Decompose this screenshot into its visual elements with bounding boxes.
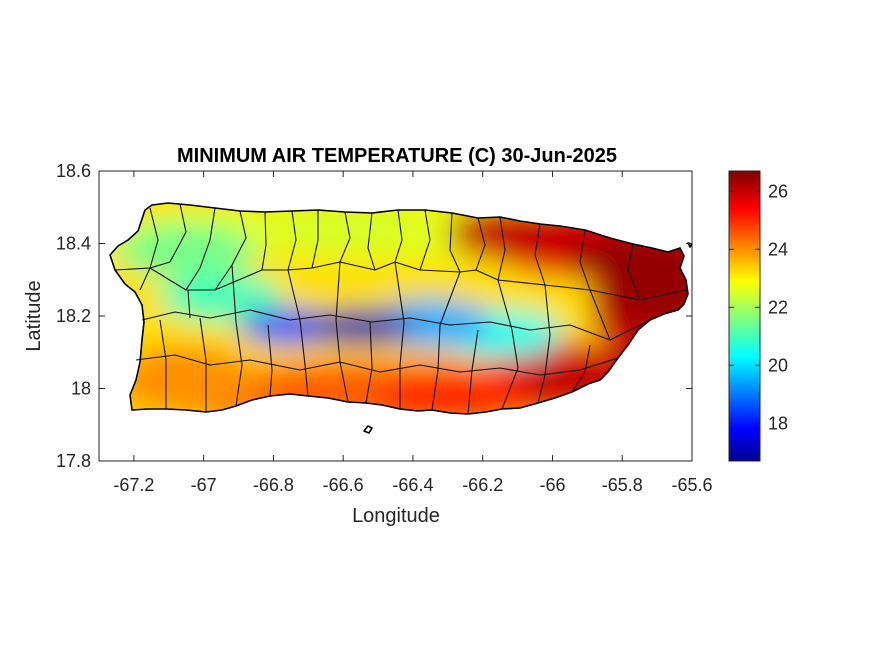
colorbar-tick-label: 22 — [768, 297, 788, 317]
municipality-boundary — [537, 334, 551, 404]
x-tick-label: -66.4 — [392, 475, 433, 495]
municipality-boundary — [311, 210, 319, 269]
x-tick-label: -66 — [539, 475, 565, 495]
x-tick-label: -65.8 — [602, 475, 643, 495]
x-tick-label: -66.2 — [462, 475, 503, 495]
municipality-boundary — [287, 269, 301, 321]
y-tick-label: 18.4 — [56, 234, 91, 254]
municipality-boundary — [267, 324, 273, 397]
municipality-boundary — [467, 329, 479, 415]
x-tick-label: -66.8 — [253, 475, 294, 495]
x-tick-label: -67 — [191, 475, 217, 495]
municipality-boundary — [187, 289, 191, 319]
y-tick-label: 18.2 — [56, 306, 91, 326]
colorbar-tick-label: 26 — [768, 181, 788, 201]
x-tick-label: -65.6 — [671, 475, 712, 495]
y-tick-label: 18 — [71, 379, 91, 399]
coastline — [109, 202, 689, 415]
municipality-boundary — [199, 317, 207, 412]
municipality-boundary — [419, 209, 431, 271]
municipality-boundary — [365, 321, 373, 404]
y-tick-label: 17.8 — [56, 451, 91, 471]
x-axis-label: Longitude — [352, 505, 440, 527]
municipality-boundary — [335, 319, 349, 403]
heat-region — [116, 353, 257, 410]
municipality-boundary — [497, 216, 506, 281]
municipality-boundary — [114, 261, 687, 301]
municipality-boundary — [135, 354, 619, 376]
municipality-boundary — [449, 212, 461, 273]
municipality-boundary — [399, 321, 405, 409]
municipality-boundary — [497, 279, 513, 331]
caja-de-muertos-island — [363, 425, 373, 434]
y-axis-label: Latitude — [23, 280, 45, 351]
colorbar: 18 20 22 24 26 — [728, 170, 788, 462]
x-axis: -67.2 -67 -66.8 -66.6 -66.4 -66.2 -66 -65.8 -65.… — [113, 171, 713, 495]
y-tick-label: 18.6 — [56, 161, 91, 181]
municipality-boundary — [431, 324, 441, 411]
x-tick-label: -66.6 — [323, 475, 364, 495]
municipality-boundary — [544, 284, 551, 336]
municipality-boundary — [159, 319, 167, 409]
municipality-boundary — [579, 229, 591, 291]
heat-region — [604, 269, 688, 326]
municipality-boundary — [287, 210, 297, 271]
municipality-boundary — [339, 211, 351, 263]
municipality-boundary — [235, 321, 243, 407]
municipality-boundary — [534, 223, 546, 286]
municipality-boundary — [367, 212, 376, 271]
municipality-boundary — [149, 203, 187, 269]
municipality-boundary — [335, 261, 341, 321]
municipality-boundary — [231, 264, 237, 323]
municipality-boundary — [139, 207, 159, 291]
heat-region — [159, 273, 284, 322]
municipality-boundary — [299, 319, 309, 397]
municipality-boundary — [571, 344, 591, 393]
colorbar-tick-label: 20 — [768, 355, 788, 375]
municipality-boundary — [439, 271, 461, 326]
municipality-boundary — [589, 289, 611, 341]
municipality-boundaries — [114, 203, 687, 415]
y-axis: 17.8 18 18.2 18.4 18.6 — [56, 161, 692, 471]
municipality-boundary — [214, 210, 247, 291]
colorbar-tick-label: 24 — [768, 239, 788, 259]
municipality-boundary — [141, 309, 651, 341]
municipality-boundary — [475, 217, 486, 271]
municipality-boundary — [185, 207, 216, 291]
x-tick-label: -67.2 — [113, 475, 154, 495]
colorbar-tick-label: 18 — [768, 413, 788, 433]
municipality-boundary — [261, 211, 267, 271]
colorbar-gradient — [728, 170, 761, 462]
municipality-boundary — [627, 243, 641, 301]
municipality-boundary — [394, 261, 405, 323]
municipality-boundary — [394, 209, 403, 263]
heat-region — [308, 308, 413, 345]
heat-region — [273, 203, 414, 257]
municipality-boundary — [501, 329, 519, 410]
chart-title: MINIMUM AIR TEMPERATURE (C) 30-Jun-2025 — [177, 145, 617, 167]
